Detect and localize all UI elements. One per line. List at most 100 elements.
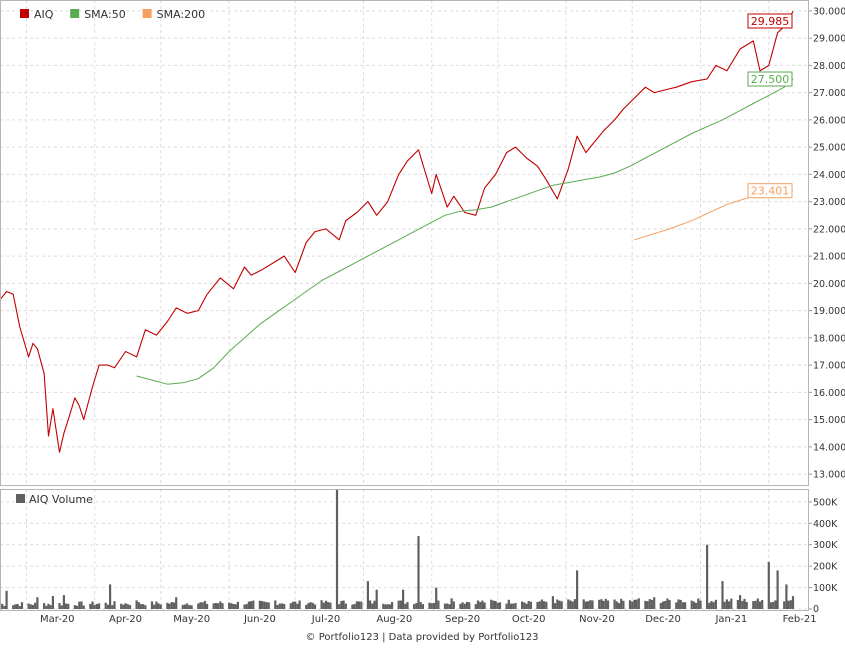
volume-bar <box>569 600 572 609</box>
volume-bar <box>432 602 435 609</box>
volume-bar-2020-06-01 <box>228 602 231 609</box>
volume-bar-2020-03-18 <box>62 595 65 609</box>
volume-bar <box>73 605 76 609</box>
volume-bar <box>298 600 301 609</box>
volume-bar <box>369 600 372 609</box>
x-tick-label-6: Sep-20 <box>445 614 480 625</box>
volume-bar <box>124 603 127 609</box>
volume-bar <box>351 604 354 609</box>
volume-bar <box>697 598 700 609</box>
series-line-sma-50 <box>136 78 794 385</box>
volume-bar-2020-08-19 <box>402 589 405 609</box>
x-tick-label-9: Dec-20 <box>645 614 681 625</box>
volume-bar <box>675 602 678 609</box>
volume-bar-2020-10-26 <box>551 596 554 609</box>
x-axis: Mar-20 Apr-20 May-20 Jun-20 Jul-20 Aug-20 Sep-… <box>40 614 817 625</box>
volume-bar <box>344 603 347 609</box>
volume-bar <box>787 600 790 609</box>
volume-bar <box>789 600 792 609</box>
volume-bar <box>338 604 341 609</box>
volume-bar <box>745 602 748 609</box>
volume-bar <box>340 601 343 609</box>
volume-bar <box>98 603 101 609</box>
price-y-tick-label-0: 13.000 <box>813 470 845 481</box>
volume-bar <box>168 603 171 609</box>
legend-swatch-0 <box>20 9 29 18</box>
volume-bar <box>631 601 634 609</box>
volume-bar-2020-08-03 <box>366 581 369 609</box>
end-label-0: 29.985 <box>751 15 790 28</box>
volume-bar <box>104 602 107 609</box>
volume-bar <box>267 602 270 609</box>
volume-bar <box>150 601 154 609</box>
volume-bar <box>388 604 391 609</box>
volume-bar <box>111 605 114 609</box>
volume-bar <box>772 601 775 609</box>
volume-bar-2021-01-28 <box>758 601 762 609</box>
volume-bar <box>512 603 515 609</box>
volume-y-tick-label-3: 200K <box>813 562 838 573</box>
volume-bar <box>681 602 684 609</box>
volume-bar <box>126 604 129 609</box>
volume-bar <box>93 605 96 609</box>
price-y-tick-label-8: 21.000 <box>813 252 845 263</box>
price-panel-background <box>0 0 808 485</box>
volume-bar <box>327 602 330 609</box>
volume-bar <box>692 601 695 609</box>
volume-bar <box>122 604 125 609</box>
volume-bar <box>47 603 50 609</box>
volume-bar <box>80 601 83 609</box>
volume-bar <box>415 603 418 609</box>
volume-bar-2020-06-22 <box>274 600 277 609</box>
volume-bar <box>305 604 308 609</box>
volume-bar <box>659 603 662 609</box>
volume-bar <box>386 604 389 609</box>
volume-bar-2020-08-07 <box>375 589 378 609</box>
volume-bar <box>536 602 539 609</box>
volume-bar <box>283 604 286 609</box>
volume-bar <box>617 603 621 609</box>
volume-bar <box>556 599 559 609</box>
volume-bar <box>243 604 246 609</box>
volume-bar <box>769 602 773 609</box>
volume-bar <box>296 603 299 609</box>
volume-bar <box>648 599 651 609</box>
volume-bar <box>527 601 530 609</box>
volume-bar <box>589 600 592 609</box>
volume-bar <box>311 602 314 609</box>
volume-bar <box>221 603 224 609</box>
volume-bar <box>646 601 649 609</box>
volume-bar <box>505 603 508 609</box>
volume-bar <box>265 602 268 609</box>
end-label-box-0 <box>747 13 793 29</box>
volume-bar <box>214 603 217 609</box>
volume-bar <box>714 599 717 609</box>
volume-bar <box>752 601 755 609</box>
end-label-1: 27.500 <box>751 73 790 86</box>
volume-bar <box>360 601 363 609</box>
volume-bar <box>199 602 202 609</box>
volume-bar <box>217 603 220 609</box>
volume-bar <box>448 604 451 609</box>
volume-bar <box>587 601 590 609</box>
volume-bar <box>232 604 235 609</box>
volume-bar <box>783 601 786 609</box>
volume-bar <box>615 601 618 609</box>
volume-bar <box>190 605 193 609</box>
volume-bar <box>342 600 345 609</box>
volume-bar <box>741 601 744 609</box>
volume-bar <box>20 602 24 609</box>
volume-bar <box>419 602 422 609</box>
volume-bar <box>157 603 160 609</box>
volume-bar <box>446 603 449 609</box>
volume-bar <box>529 601 532 609</box>
price-y-tick-label-13: 26.000 <box>813 115 845 126</box>
x-tick-label-2: May-20 <box>173 614 210 625</box>
volume-y-tick-label-5: 0 <box>813 604 819 615</box>
volume-bar-2021-01-11 <box>721 581 724 609</box>
volume-bars <box>0 489 795 609</box>
volume-panel: 500K 400K 300K 200K 100K 0 AIQ Volume <box>0 489 838 615</box>
price-end-labels: 29.985 27.500 23.401 <box>747 13 793 199</box>
volume-bar-2020-08-26 <box>417 536 420 609</box>
